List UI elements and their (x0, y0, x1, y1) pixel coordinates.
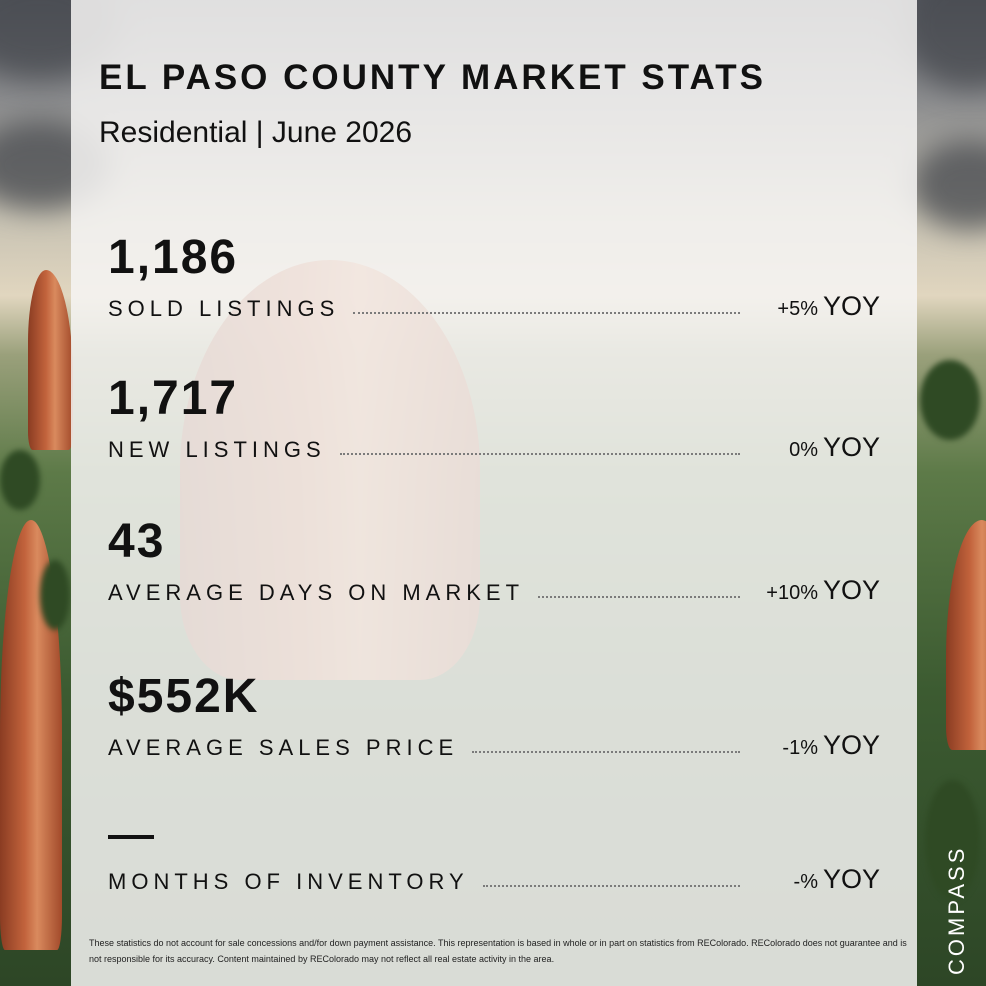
stat-change: -1% (782, 737, 818, 759)
stat-value: $552K (108, 670, 260, 723)
stat-change: 0% (789, 439, 818, 461)
stat-label: NEW LISTINGS (108, 437, 326, 462)
stat-period: YOY (822, 291, 880, 321)
stat-row: SOLD LISTINGS +5% YOY (108, 290, 880, 322)
disclaimer-text: These statistics do not account for sale… (89, 938, 907, 964)
stat-label: AVERAGE SALES PRICE (108, 735, 459, 760)
stat-value-dash (108, 835, 154, 839)
dotted-leader (472, 751, 740, 753)
page-title: EL PASO COUNTY MARKET STATS (99, 58, 766, 97)
dotted-leader (353, 312, 740, 314)
stat-average-sales-price: $552K AVERAGE SALES PRICE -1% YOY (108, 671, 880, 761)
stat-period: YOY (822, 864, 880, 894)
stat-change: +5% (777, 298, 818, 320)
stat-value: 1,186 (108, 231, 239, 284)
stat-months-of-inventory: MONTHS OF INVENTORY -% YOY (108, 811, 880, 895)
stat-value: 1,717 (108, 372, 239, 425)
compass-logo: COMPASS (944, 845, 969, 975)
stat-new-listings: 1,717 NEW LISTINGS 0% YOY (108, 373, 880, 463)
stat-label: AVERAGE DAYS ON MARKET (108, 580, 525, 605)
page-subtitle: Residential | June 2026 (99, 116, 413, 149)
stat-change: +10% (766, 582, 818, 604)
stat-period: YOY (822, 730, 880, 760)
stat-sold-listings: 1,186 SOLD LISTINGS +5% YOY (108, 232, 880, 322)
dotted-leader (482, 885, 740, 887)
stat-change: -% (793, 871, 818, 893)
stat-row: NEW LISTINGS 0% YOY (108, 431, 880, 463)
stat-period: YOY (822, 575, 880, 605)
stat-value: 43 (108, 515, 166, 568)
stat-label: SOLD LISTINGS (108, 296, 340, 321)
dotted-leader (339, 453, 740, 455)
stat-row: MONTHS OF INVENTORY -% YOY (108, 863, 880, 895)
stat-label: MONTHS OF INVENTORY (108, 869, 469, 894)
stat-row: AVERAGE SALES PRICE -1% YOY (108, 729, 880, 761)
dotted-leader (538, 596, 740, 598)
stat-row: AVERAGE DAYS ON MARKET +10% YOY (108, 574, 880, 606)
stat-average-days-on-market: 43 AVERAGE DAYS ON MARKET +10% YOY (108, 516, 880, 606)
stat-period: YOY (822, 432, 880, 462)
stats-panel (71, 0, 917, 986)
